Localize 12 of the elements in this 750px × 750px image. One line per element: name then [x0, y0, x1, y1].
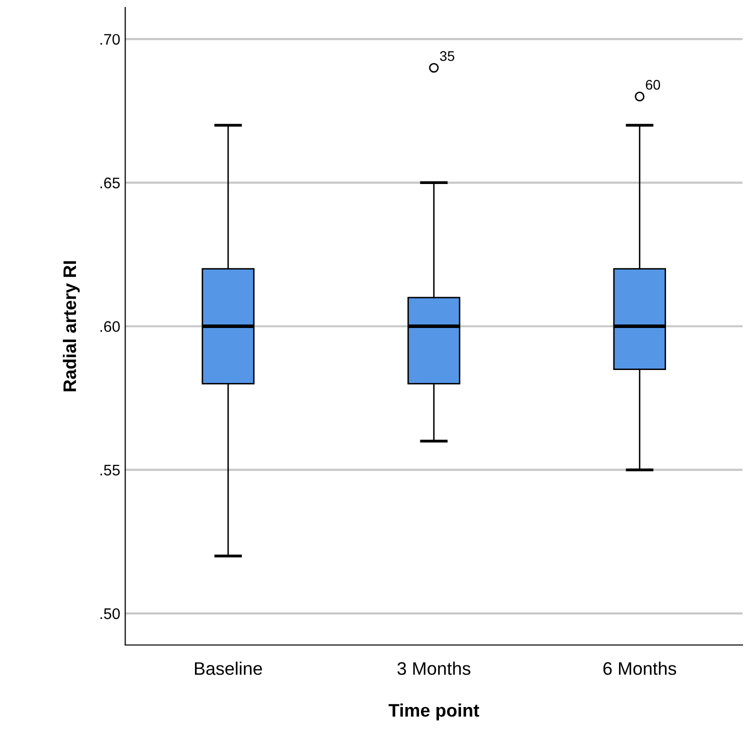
x-tick-label: Baseline: [194, 662, 262, 675]
x-tick-label: 3 Months: [397, 662, 470, 675]
y-axis-title: Radial artery RI: [62, 261, 80, 392]
annotation: 60: [646, 80, 660, 90]
y-tick-label: .50: [100, 608, 120, 620]
x-axis-title: Time point: [388, 704, 480, 720]
y-tick-label: .60: [100, 321, 120, 332]
y-tick-label: .70: [100, 34, 120, 45]
x-tick-label: 6 Months: [603, 662, 676, 675]
annotation: 35: [440, 51, 454, 61]
y-tick-label: .65: [100, 178, 120, 188]
y-tick-label: .55: [100, 464, 120, 476]
